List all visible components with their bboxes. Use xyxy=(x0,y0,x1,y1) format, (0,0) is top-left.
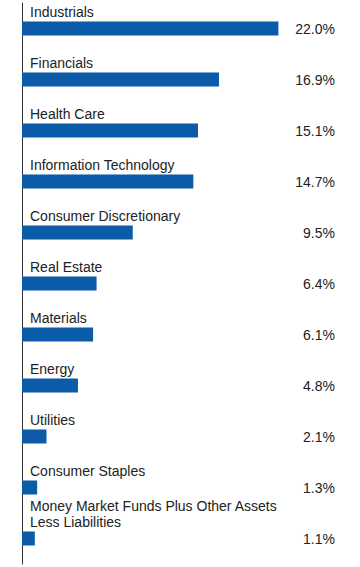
svg-text:Consumer Staples: Consumer Staples xyxy=(30,463,145,479)
svg-text:16.9%: 16.9% xyxy=(295,72,335,88)
svg-text:Financials: Financials xyxy=(30,55,93,71)
svg-text:Information Technology: Information Technology xyxy=(30,157,175,173)
svg-text:15.1%: 15.1% xyxy=(295,123,335,139)
svg-text:Money Market Funds Plus Other: Money Market Funds Plus Other Assets xyxy=(30,498,281,514)
svg-text:Utilities: Utilities xyxy=(30,412,75,428)
svg-text:Less Liabilities: Less Liabilities xyxy=(30,514,121,530)
svg-text:Real Estate: Real Estate xyxy=(30,259,103,275)
svg-text:6.1%: 6.1% xyxy=(303,327,335,343)
svg-text:9.5%: 9.5% xyxy=(303,225,335,241)
svg-text:Consumer Discretionary: Consumer Discretionary xyxy=(30,208,180,224)
svg-text:1.3%: 1.3% xyxy=(303,480,335,496)
svg-text:22.0%: 22.0% xyxy=(295,21,335,37)
svg-text:Energy: Energy xyxy=(30,361,74,377)
svg-text:Health Care: Health Care xyxy=(30,106,105,122)
svg-text:Materials: Materials xyxy=(30,310,87,326)
svg-text:4.8%: 4.8% xyxy=(303,378,335,394)
svg-text:1.1%: 1.1% xyxy=(303,531,335,547)
svg-text:6.4%: 6.4% xyxy=(303,276,335,292)
svg-text:Industrials: Industrials xyxy=(30,4,94,20)
svg-text:14.7%: 14.7% xyxy=(295,174,335,190)
svg-text:2.1%: 2.1% xyxy=(303,429,335,445)
